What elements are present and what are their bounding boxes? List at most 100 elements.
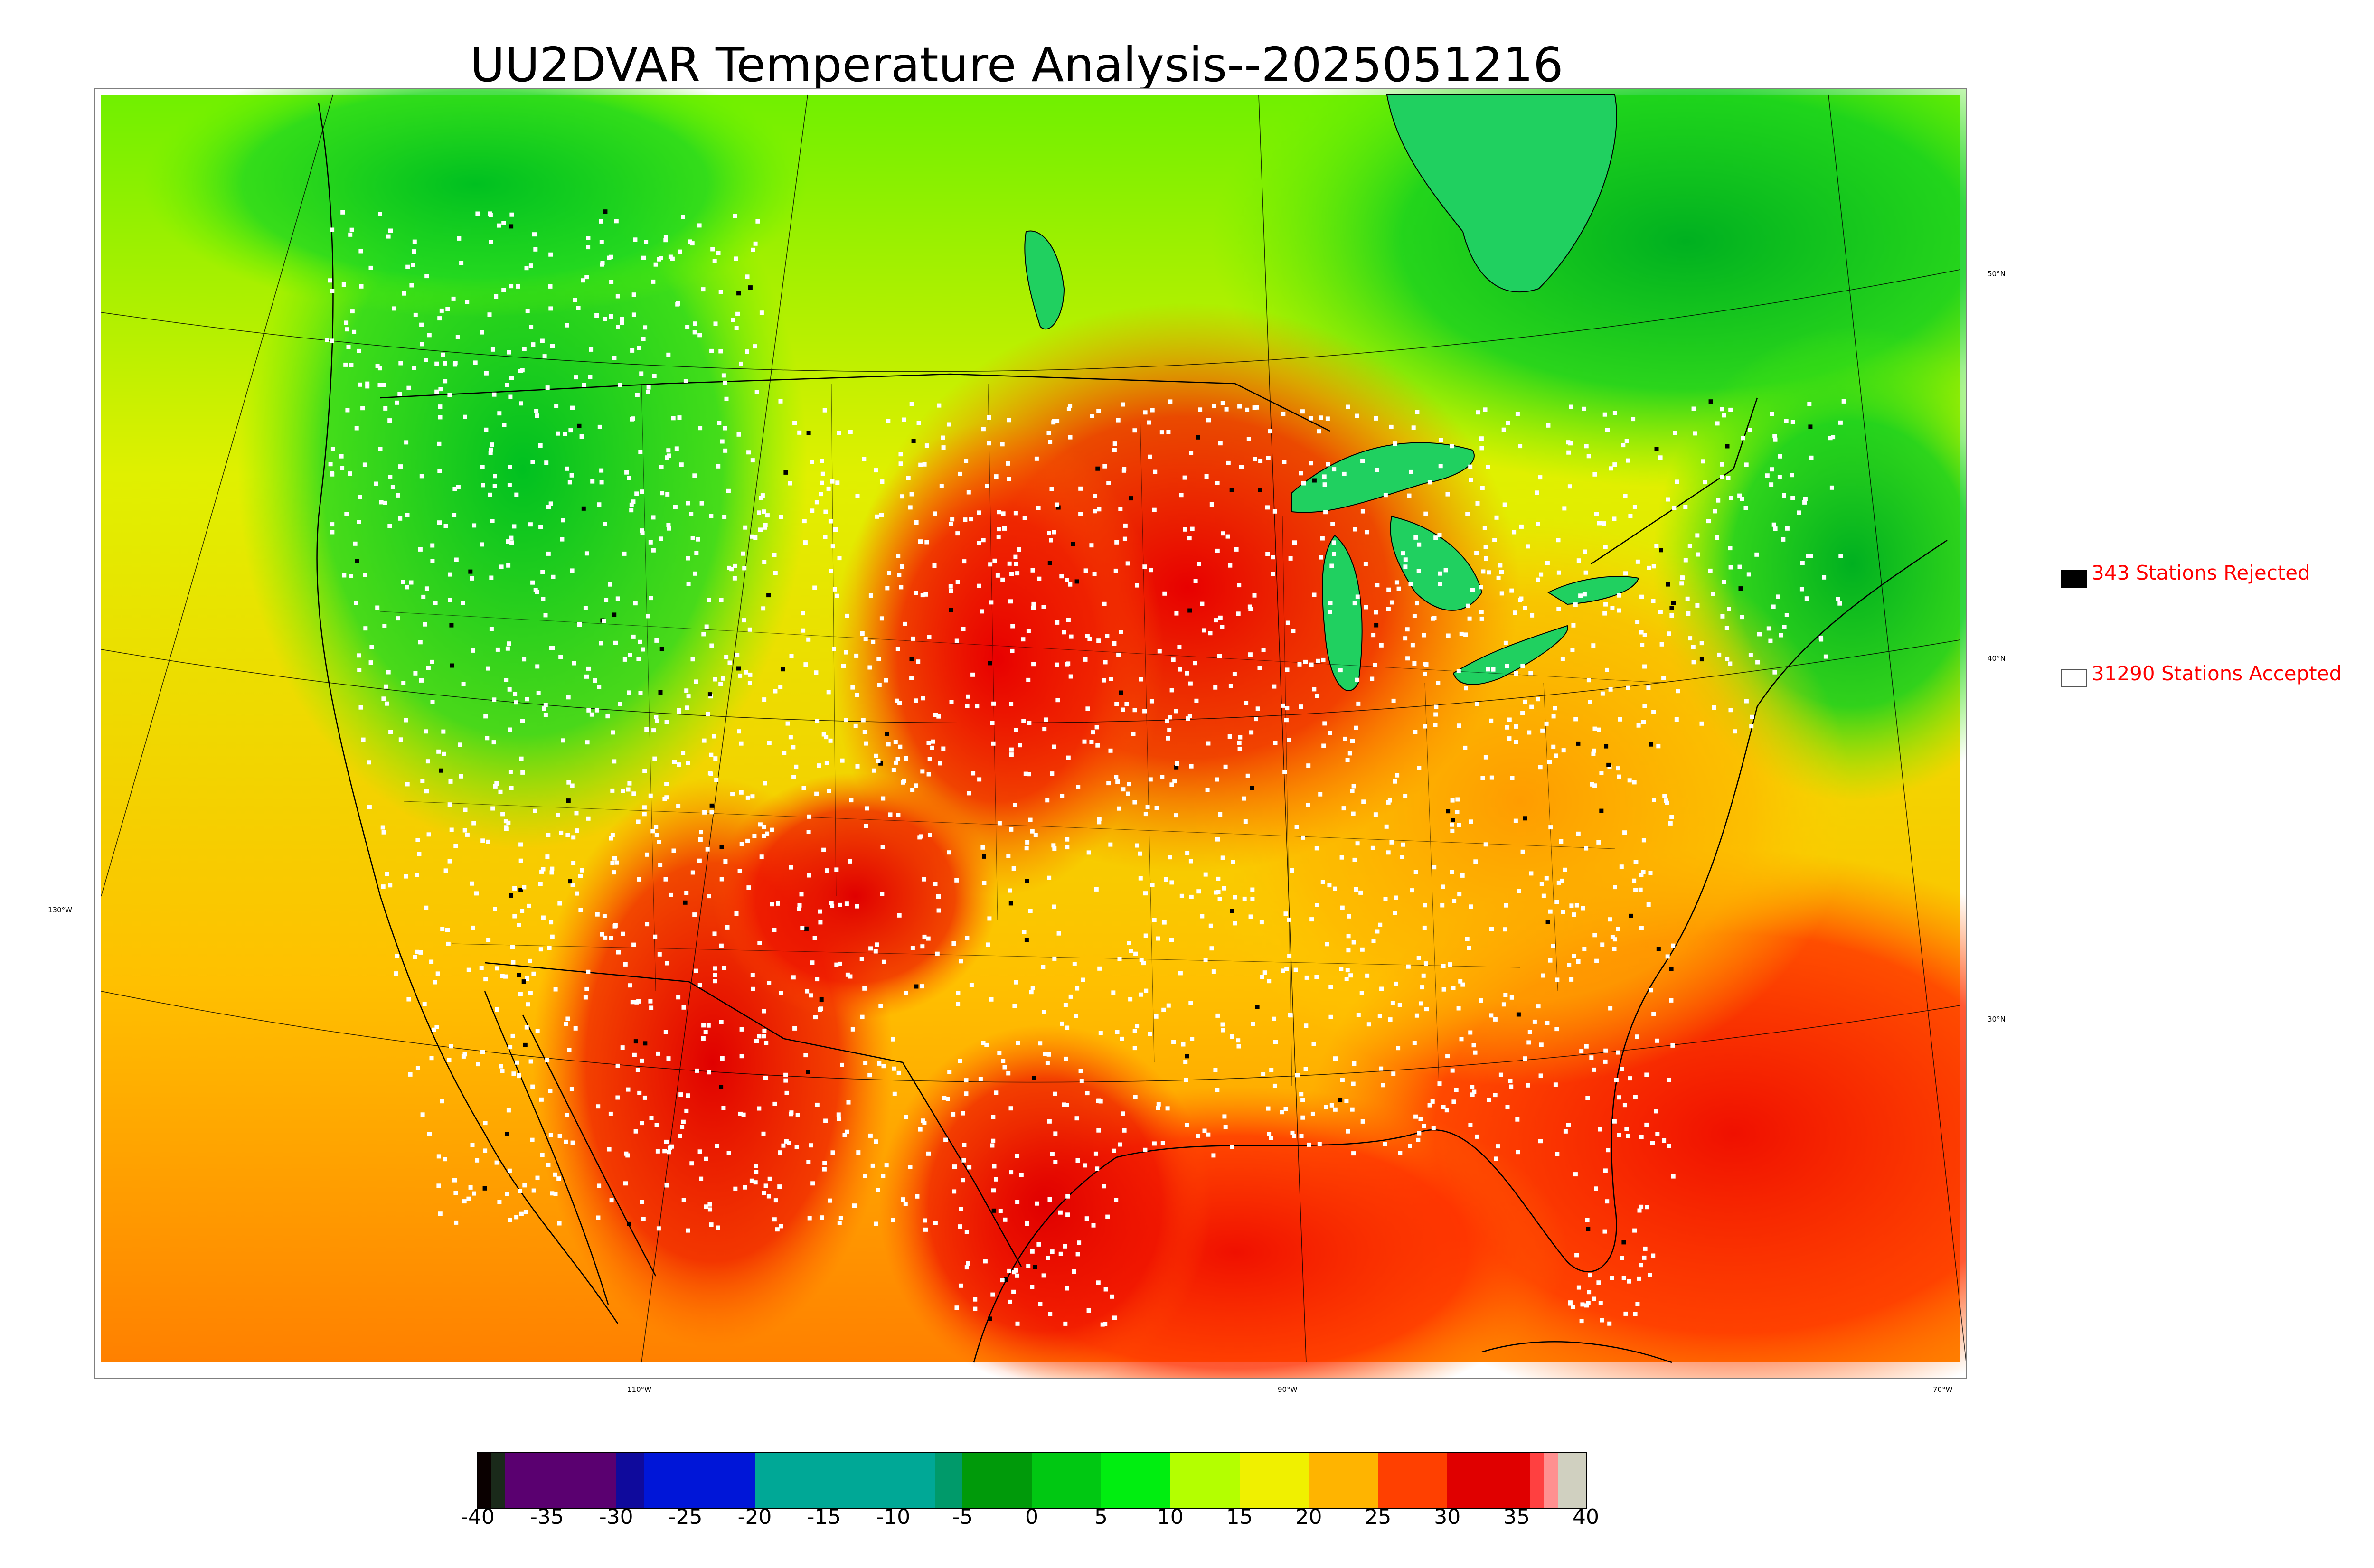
station-accepted bbox=[1171, 1040, 1176, 1044]
station-accepted bbox=[814, 791, 819, 796]
station-accepted bbox=[1790, 473, 1794, 478]
station-accepted bbox=[1103, 1287, 1108, 1292]
station-accepted bbox=[936, 894, 941, 899]
station-accepted bbox=[1518, 444, 1523, 449]
station-accepted bbox=[1482, 526, 1487, 530]
station-accepted bbox=[1182, 475, 1187, 480]
station-accepted bbox=[830, 1150, 835, 1155]
station-accepted bbox=[642, 805, 647, 810]
station-accepted bbox=[731, 318, 735, 322]
station-accepted bbox=[1187, 714, 1192, 718]
station-accepted bbox=[1287, 917, 1291, 922]
station-accepted bbox=[1139, 958, 1144, 962]
station-accepted bbox=[1422, 1124, 1426, 1128]
station-accepted bbox=[1397, 1003, 1402, 1007]
station-accepted bbox=[772, 1101, 777, 1106]
station-accepted bbox=[388, 475, 393, 479]
station-accepted bbox=[505, 646, 510, 651]
station-accepted bbox=[646, 614, 650, 619]
station-accepted bbox=[1093, 1151, 1098, 1156]
station-accepted bbox=[401, 681, 406, 685]
station-rejected bbox=[819, 997, 824, 1002]
station-accepted bbox=[1486, 465, 1490, 469]
station-accepted bbox=[1779, 633, 1783, 638]
station-accepted bbox=[784, 1139, 789, 1144]
station-accepted bbox=[1749, 724, 1754, 729]
station-accepted bbox=[519, 401, 523, 406]
station-accepted bbox=[415, 838, 420, 842]
station-accepted bbox=[570, 883, 575, 887]
station-accepted bbox=[1233, 921, 1237, 926]
station-accepted bbox=[754, 390, 759, 394]
station-accepted bbox=[696, 537, 700, 542]
station-accepted bbox=[1556, 570, 1561, 575]
station-accepted bbox=[1394, 895, 1398, 900]
station-accepted bbox=[412, 239, 417, 244]
station-accepted bbox=[959, 1283, 963, 1288]
station-accepted bbox=[432, 1027, 436, 1032]
station-accepted bbox=[1030, 1249, 1035, 1254]
station-accepted bbox=[1776, 594, 1780, 599]
station-accepted bbox=[624, 470, 629, 475]
station-accepted bbox=[1468, 1030, 1473, 1035]
station-accepted bbox=[1016, 1041, 1020, 1045]
station-accepted bbox=[437, 316, 442, 321]
station-accepted bbox=[330, 447, 335, 451]
station-rejected bbox=[1004, 1277, 1008, 1282]
station-accepted bbox=[692, 330, 697, 335]
station-accepted bbox=[936, 908, 941, 913]
station-accepted bbox=[686, 761, 690, 765]
station-accepted bbox=[1768, 638, 1773, 643]
station-accepted bbox=[672, 760, 677, 764]
station-accepted bbox=[1579, 1049, 1584, 1054]
station-accepted bbox=[1437, 1081, 1442, 1086]
station-accepted bbox=[1106, 481, 1111, 485]
station-accepted bbox=[966, 1261, 970, 1266]
station-accepted bbox=[1095, 1166, 1100, 1171]
station-rejected bbox=[1446, 809, 1451, 814]
station-accepted bbox=[637, 877, 641, 882]
station-accepted bbox=[413, 312, 418, 317]
station-accepted bbox=[1244, 701, 1249, 705]
station-rejected bbox=[1656, 947, 1661, 951]
station-accepted bbox=[649, 1005, 654, 1010]
temperature-analysis-map[interactable] bbox=[95, 89, 1966, 1378]
station-accepted bbox=[491, 740, 496, 745]
station-accepted bbox=[1113, 568, 1118, 573]
station-accepted bbox=[1606, 1148, 1611, 1153]
station-accepted bbox=[1248, 652, 1253, 657]
station-accepted bbox=[429, 959, 434, 964]
station-accepted bbox=[1112, 441, 1117, 446]
map-panel[interactable]: 50°N 40°N 30°N 130°W 110°W 90°W 70°W bbox=[48, 88, 2006, 1394]
station-accepted bbox=[500, 812, 505, 817]
station-accepted bbox=[1009, 752, 1014, 757]
station-accepted bbox=[1129, 949, 1133, 953]
station-accepted bbox=[493, 474, 497, 479]
station-accepted bbox=[1432, 865, 1437, 870]
station-accepted bbox=[823, 1118, 828, 1123]
station-accepted bbox=[1352, 857, 1357, 862]
station-accepted bbox=[1283, 911, 1288, 916]
station-accepted bbox=[1654, 544, 1659, 548]
station-accepted bbox=[815, 719, 820, 723]
station-accepted bbox=[1360, 947, 1365, 952]
station-accepted bbox=[644, 240, 649, 244]
station-rejected bbox=[1174, 765, 1179, 770]
station-accepted bbox=[1165, 1106, 1170, 1111]
station-accepted bbox=[509, 212, 514, 217]
station-accepted bbox=[806, 637, 811, 642]
station-accepted bbox=[363, 626, 368, 631]
station-accepted bbox=[1584, 846, 1589, 851]
rejected-swatch bbox=[2061, 570, 2087, 588]
station-accepted bbox=[719, 943, 724, 948]
station-accepted bbox=[863, 1061, 868, 1065]
station-accepted bbox=[923, 1218, 927, 1223]
station-accepted bbox=[1377, 1014, 1382, 1018]
station-accepted bbox=[825, 868, 829, 873]
station-accepted bbox=[1771, 522, 1776, 527]
station-accepted bbox=[1069, 634, 1074, 639]
station-accepted bbox=[1121, 468, 1126, 473]
station-accepted bbox=[726, 1151, 731, 1155]
station-accepted bbox=[1586, 454, 1591, 459]
station-accepted bbox=[1460, 873, 1465, 878]
